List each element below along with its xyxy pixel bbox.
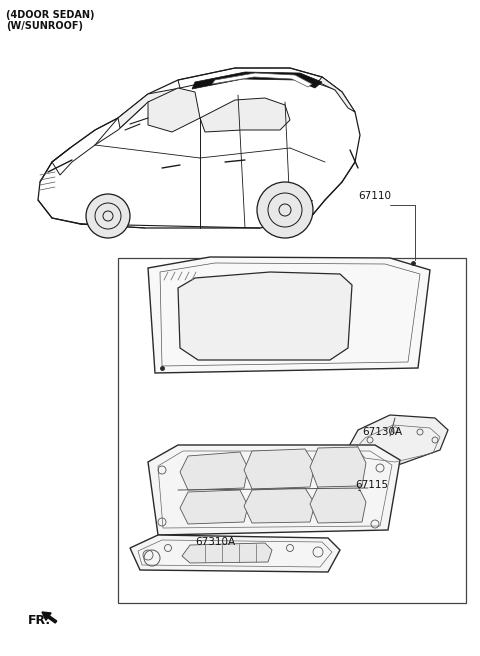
Text: (4DOOR SEDAN): (4DOOR SEDAN) [6, 10, 95, 20]
FancyArrow shape [42, 612, 57, 623]
Polygon shape [310, 486, 366, 523]
Text: 67130A: 67130A [362, 427, 402, 437]
Bar [118, 258, 466, 603]
Polygon shape [192, 72, 322, 89]
Polygon shape [118, 88, 180, 128]
Polygon shape [200, 98, 290, 132]
Polygon shape [244, 488, 315, 523]
Polygon shape [318, 77, 355, 112]
Circle shape [86, 194, 130, 238]
Polygon shape [148, 88, 200, 132]
Text: FR.: FR. [28, 614, 51, 627]
Polygon shape [178, 272, 352, 360]
Circle shape [257, 182, 313, 238]
Text: (W/SUNROOF): (W/SUNROOF) [6, 21, 83, 31]
Text: 67310A: 67310A [195, 537, 235, 547]
Text: 67110: 67110 [358, 191, 391, 201]
Polygon shape [148, 257, 430, 373]
Text: 67115: 67115 [355, 480, 388, 490]
Polygon shape [180, 452, 248, 490]
Polygon shape [130, 535, 340, 572]
Polygon shape [348, 415, 448, 465]
Polygon shape [180, 490, 248, 524]
Polygon shape [212, 73, 312, 87]
Polygon shape [148, 445, 400, 535]
Polygon shape [244, 449, 315, 489]
Polygon shape [310, 447, 366, 488]
Polygon shape [182, 543, 272, 563]
